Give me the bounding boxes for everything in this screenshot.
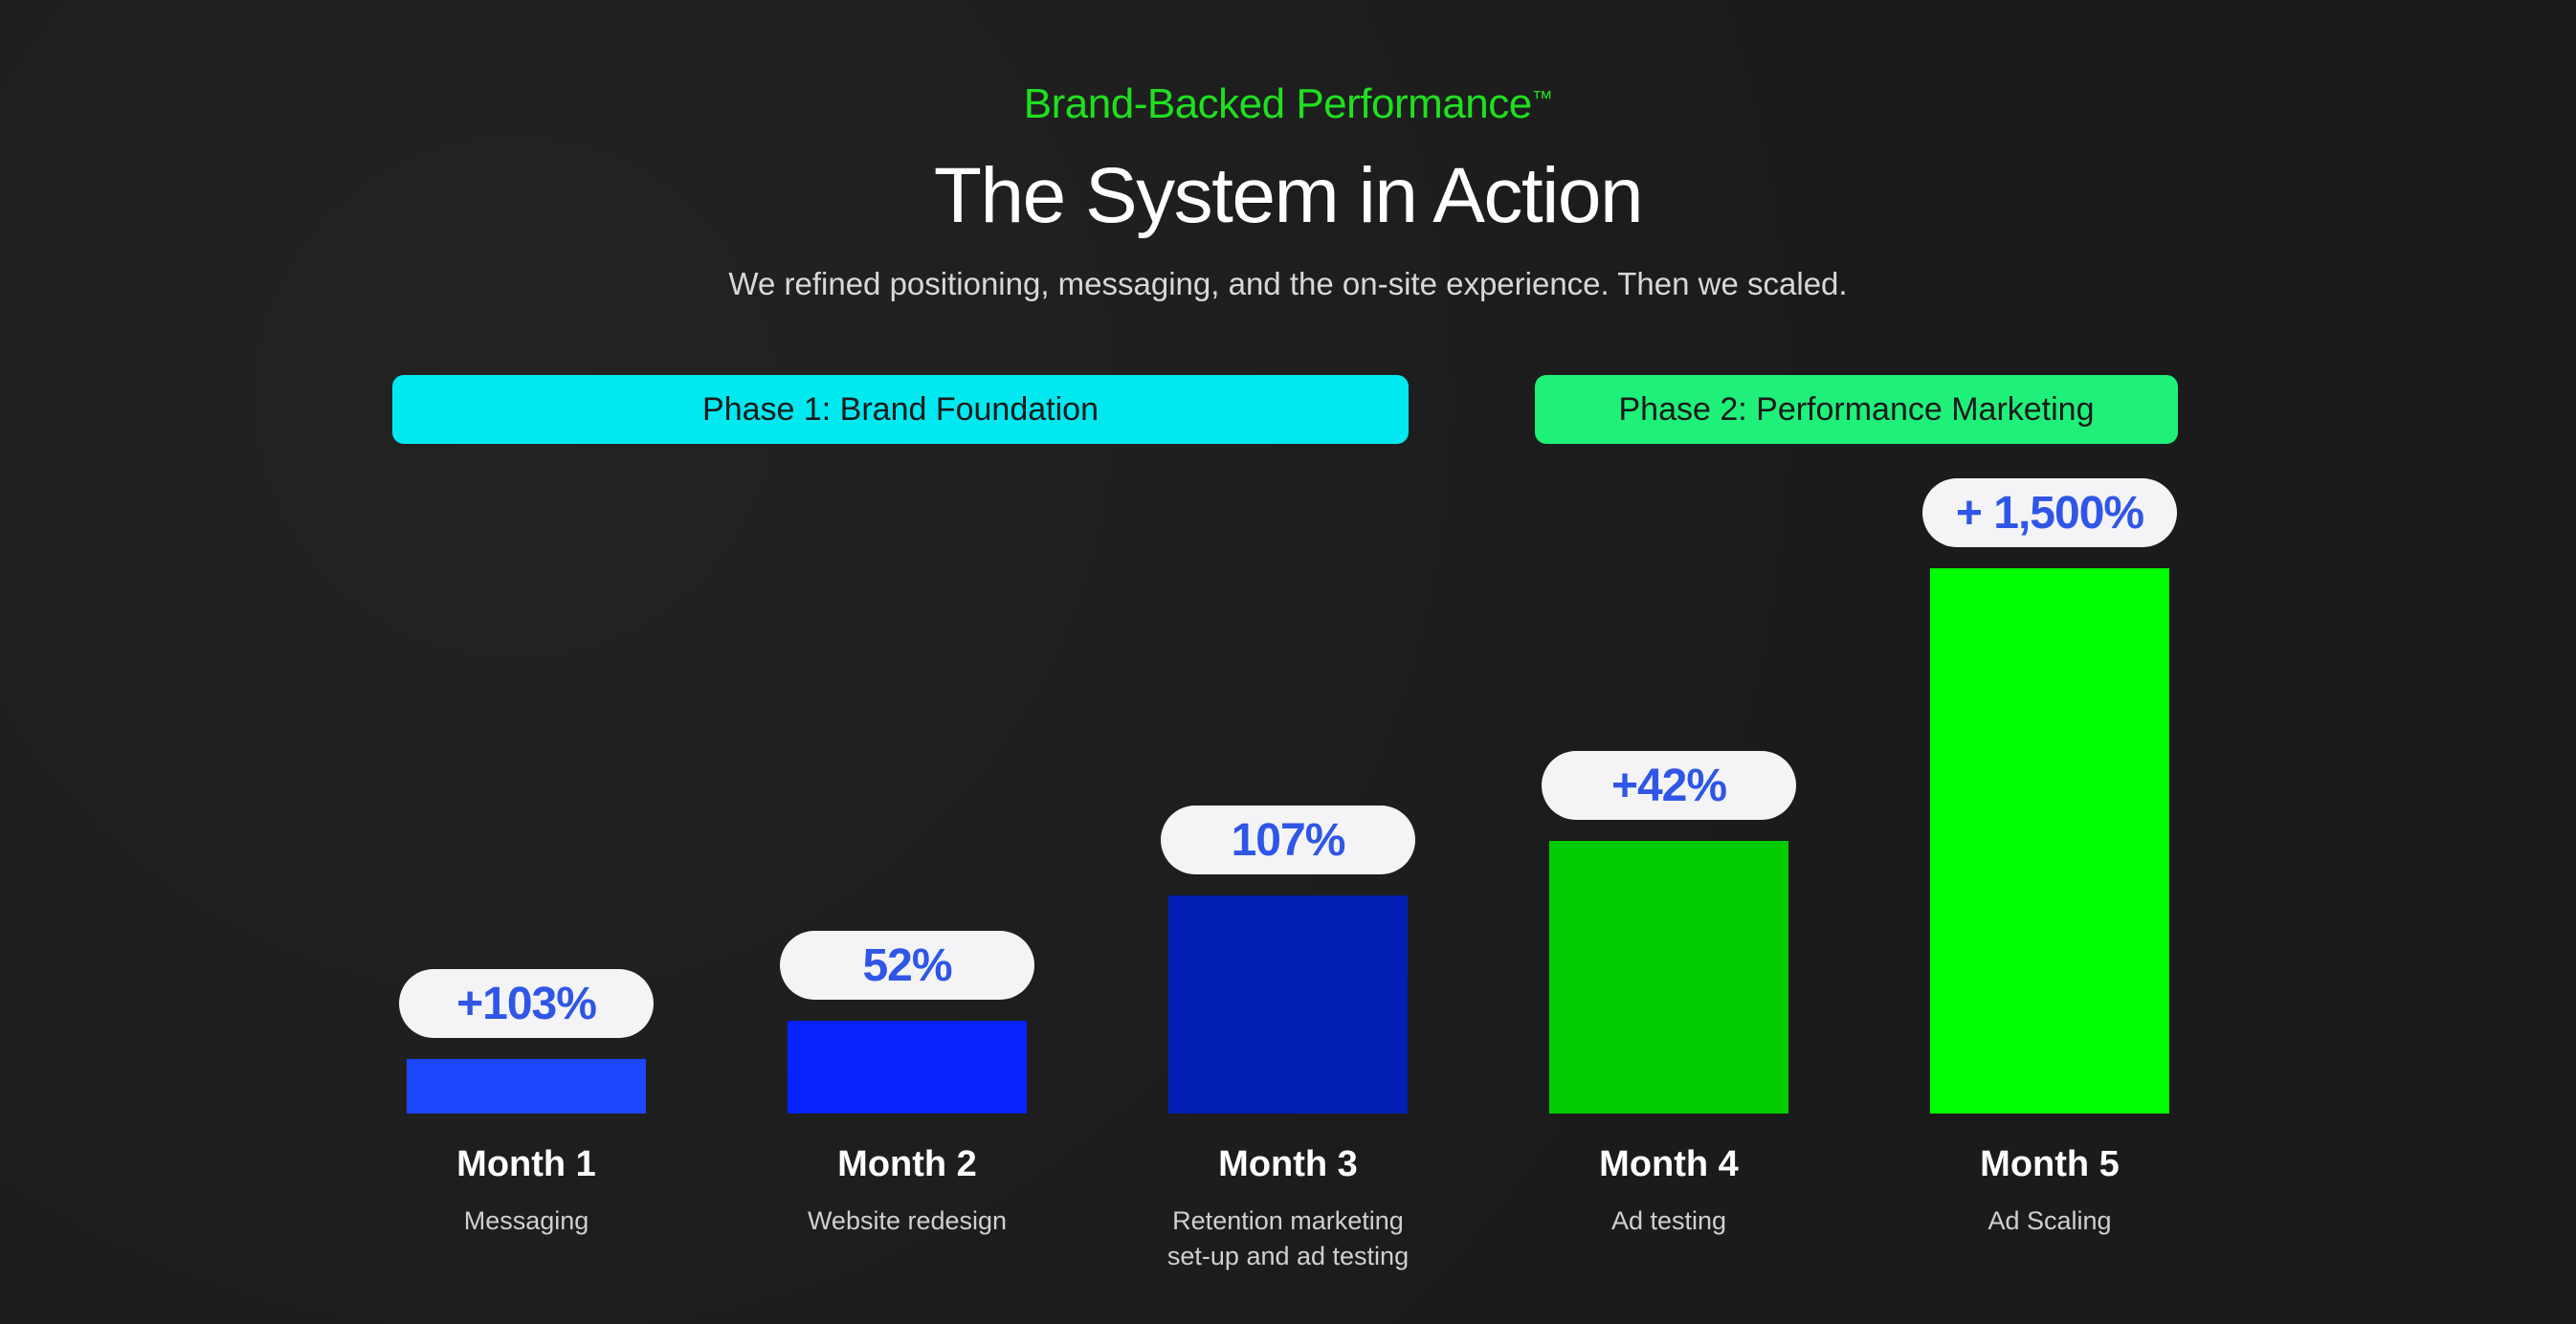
category-label-month-4: Month 4 bbox=[1599, 1144, 1739, 1184]
data-label-month-4: +42% bbox=[1542, 751, 1796, 820]
data-label-month-2: 52% bbox=[780, 931, 1034, 1000]
page-subtitle: We refined positioning, messaging, and t… bbox=[728, 266, 1848, 301]
category-description-month-1: Messaging bbox=[463, 1206, 589, 1235]
bar-month-2 bbox=[788, 1021, 1027, 1114]
category-label-month-5: Month 5 bbox=[1980, 1144, 2120, 1184]
eyebrow-heading: Brand-Backed Performance™ bbox=[0, 80, 2576, 128]
category-description-month-5: Ad Scaling bbox=[1988, 1206, 2112, 1235]
trademark-mark: ™ bbox=[1531, 86, 1553, 110]
bar-month-1 bbox=[407, 1059, 646, 1114]
data-label-month-5: + 1,500% bbox=[1922, 478, 2177, 547]
page-title: The System in Action bbox=[933, 152, 1644, 239]
phase-2-banner: Phase 2: Performance Marketing bbox=[1535, 375, 2178, 444]
category-label-month-3: Month 3 bbox=[1218, 1144, 1358, 1184]
category-label-month-1: Month 1 bbox=[456, 1144, 596, 1184]
bar-month-4 bbox=[1549, 841, 1788, 1114]
bar-month-3 bbox=[1168, 895, 1408, 1114]
category-label-month-2: Month 2 bbox=[837, 1144, 977, 1184]
eyebrow-text: Brand-Backed Performance bbox=[1023, 80, 1532, 127]
data-label-month-1: +103% bbox=[399, 969, 654, 1038]
category-description-month-4: Ad testing bbox=[1610, 1206, 1727, 1235]
category-description-month-3: Retention marketing set-up and ad testin… bbox=[1166, 1206, 1410, 1270]
phase-1-banner: Phase 1: Brand Foundation bbox=[392, 375, 1409, 444]
category-description-month-2: Website redesign bbox=[807, 1206, 1008, 1235]
data-label-month-3: 107% bbox=[1161, 805, 1415, 874]
bar-month-5 bbox=[1930, 568, 2169, 1114]
